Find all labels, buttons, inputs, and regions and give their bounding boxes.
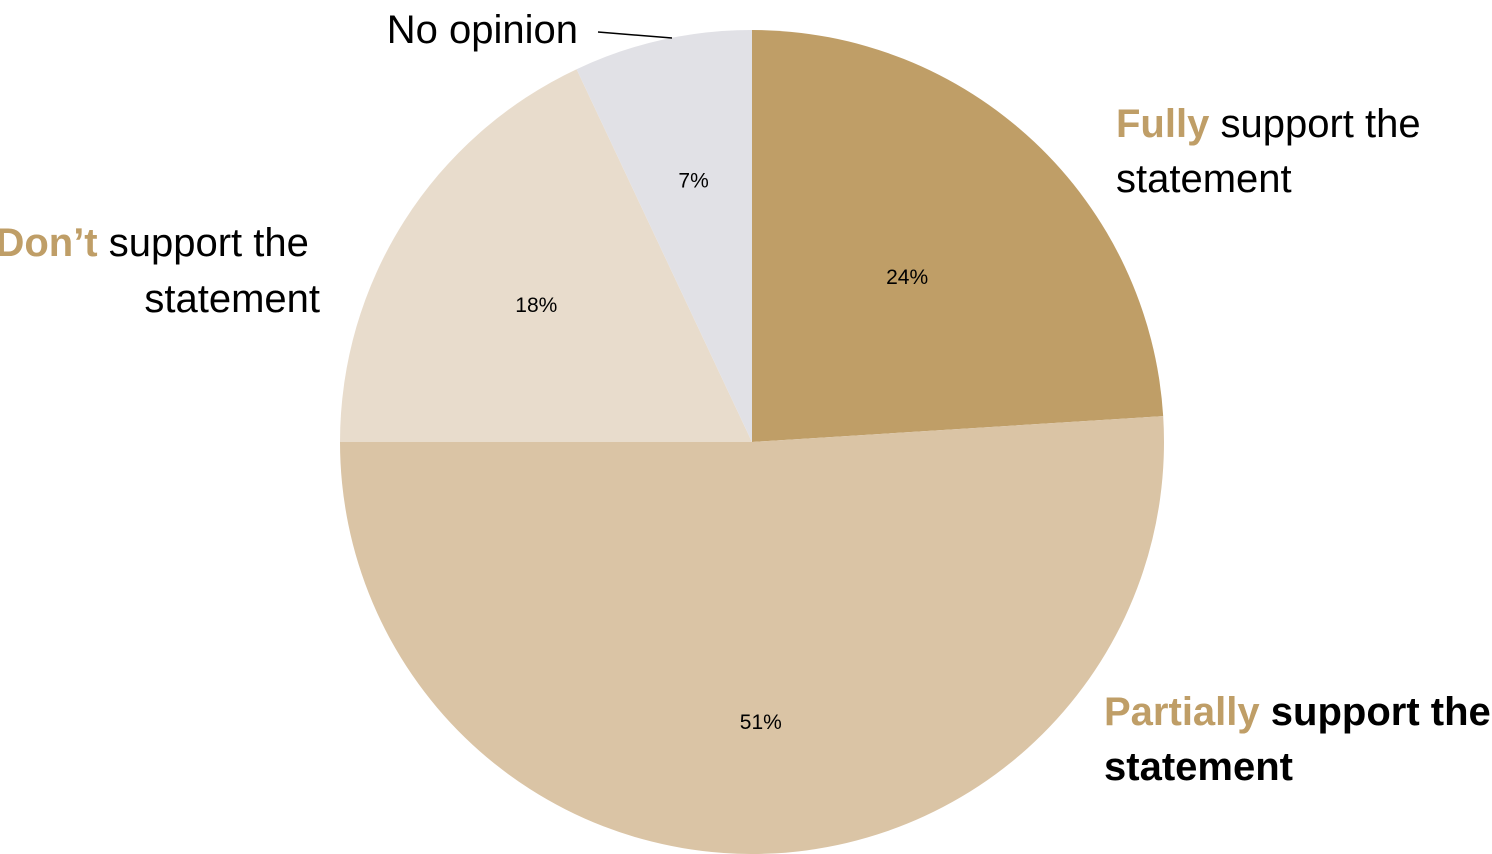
label-dont-rest: support the: [98, 221, 309, 265]
label-partially-accent: Partially: [1104, 690, 1260, 734]
pie-slice-partially: [340, 416, 1164, 854]
pie-slices: [340, 30, 1164, 854]
label-dont: Don’t support the statement: [0, 221, 320, 321]
label-fully-accent: Fully: [1116, 102, 1210, 146]
label-no-opinion: No opinion: [387, 8, 578, 52]
value-label-fully: 24%: [886, 266, 928, 289]
label-dont-line2: statement: [144, 277, 320, 321]
label-fully-line2: statement: [1116, 157, 1292, 201]
label-partially: Partially support the statement: [1104, 690, 1492, 789]
label-fully: Fully support the statement: [1116, 102, 1432, 201]
pie-slice-no-opinion: [576, 30, 752, 442]
value-label-no-opinion: 7%: [678, 170, 708, 193]
leader-line-no-opinion: [597, 31, 673, 39]
value-label-dont: 18%: [515, 294, 557, 317]
pie-slice-fully: [752, 30, 1164, 442]
value-label-partially: 51%: [740, 711, 782, 734]
label-dont-accent: Don’t: [0, 221, 98, 265]
label-partially-line2: statement: [1104, 745, 1293, 789]
value-labels: 24% 51% 18% 7%: [515, 170, 928, 734]
label-partially-rest: support the: [1260, 690, 1491, 734]
label-fully-rest: support the: [1209, 102, 1420, 146]
pie-slice-dont: [340, 69, 752, 443]
